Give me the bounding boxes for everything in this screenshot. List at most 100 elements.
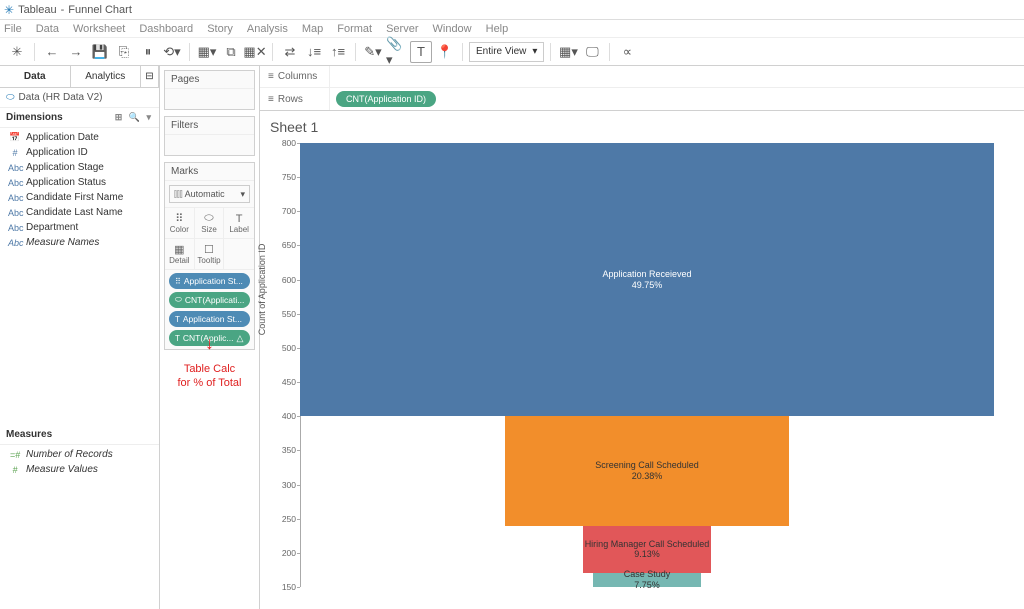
card-pane: Pages Filters Marks ⫿⫿⫿ Automatic▾ ⠿Colo… xyxy=(160,66,260,609)
marks-card: Marks ⫿⫿⫿ Automatic▾ ⠿Color ⬭Size TLabel… xyxy=(164,162,255,350)
dimension-field[interactable]: AbcMeasure Names xyxy=(0,235,159,250)
menu-help[interactable]: Help xyxy=(486,23,509,35)
dimension-field[interactable]: AbcCandidate First Name xyxy=(0,190,159,205)
filters-card[interactable]: Filters xyxy=(164,116,255,156)
y-tick: 200 xyxy=(272,548,296,558)
funnel-bar[interactable]: Screening Call Scheduled20.38% xyxy=(505,416,790,525)
funnel-bar[interactable]: Application Receieved49.75% xyxy=(300,143,994,416)
showme-button[interactable]: ▦▾ xyxy=(557,41,579,63)
y-tick: 750 xyxy=(272,172,296,182)
measure-field[interactable]: #Measure Values xyxy=(0,462,159,477)
y-tick: 650 xyxy=(272,240,296,250)
rows-shelf[interactable]: ≡Rows CNT(Application ID) xyxy=(260,88,1024,110)
mark-type-dropdown[interactable]: ⫿⫿⫿ Automatic▾ xyxy=(169,185,250,203)
datasource-label: Data (HR Data V2) xyxy=(19,92,103,103)
detail-shelf[interactable]: ▦Detail xyxy=(165,239,195,269)
viz-area: ≡Columns ≡Rows CNT(Application ID) Sheet… xyxy=(260,66,1024,609)
app-name: Tableau xyxy=(18,4,57,16)
dimension-field[interactable]: AbcCandidate Last Name xyxy=(0,205,159,220)
funnel-bar[interactable]: Case Study7.75% xyxy=(593,573,701,587)
chart: Count of Application ID 1502002503003504… xyxy=(260,143,1024,609)
presentation-button[interactable]: 🖵 xyxy=(581,41,603,63)
pages-card[interactable]: Pages xyxy=(164,70,255,110)
menu-story[interactable]: Story xyxy=(207,23,233,35)
titlebar: ✳ Tableau - Funnel Chart xyxy=(0,0,1024,20)
y-tick: 150 xyxy=(272,582,296,592)
y-tick: 400 xyxy=(272,411,296,421)
duplicate-button[interactable]: ⧉ xyxy=(220,41,242,63)
table-calc-annotation: ↓ Table Calc for % of Total xyxy=(164,362,255,391)
sort-desc-button[interactable]: ↑≡ xyxy=(327,41,349,63)
tableau-icon[interactable]: ✳ xyxy=(6,41,28,63)
menu-map[interactable]: Map xyxy=(302,23,323,35)
tab-analytics[interactable]: Analytics xyxy=(71,66,142,87)
measures-header: Measures xyxy=(0,425,159,445)
y-tick: 300 xyxy=(272,480,296,490)
fit-dropdown[interactable]: Entire View▾ xyxy=(469,42,544,62)
share-button[interactable]: ∝ xyxy=(616,41,638,63)
doc-name: Funnel Chart xyxy=(68,4,132,16)
rows-pill[interactable]: CNT(Application ID) xyxy=(336,91,436,107)
datasource-icon: ⬭ xyxy=(6,92,15,103)
menu-analysis[interactable]: Analysis xyxy=(247,23,288,35)
dimensions-list: 📅Application Date#Application IDAbcAppli… xyxy=(0,128,159,252)
mark-pill[interactable]: ⠿Application St... xyxy=(169,273,250,289)
y-tick: 600 xyxy=(272,275,296,285)
dimension-field[interactable]: AbcApplication Status xyxy=(0,175,159,190)
measure-field[interactable]: =#Number of Records xyxy=(0,447,159,462)
clear-button[interactable]: ▦✕ xyxy=(244,41,266,63)
y-tick: 450 xyxy=(272,377,296,387)
tooltip-shelf[interactable]: ☐Tooltip xyxy=(195,239,225,269)
sort-asc-button[interactable]: ↓≡ xyxy=(303,41,325,63)
back-button[interactable]: ← xyxy=(41,41,63,63)
refresh-button[interactable]: ⟲▾ xyxy=(161,41,183,63)
menu-format[interactable]: Format xyxy=(337,23,372,35)
y-tick: 550 xyxy=(272,309,296,319)
dimensions-header: Dimensions ⊞ 🔍 ▾ xyxy=(0,108,159,128)
pause-button[interactable]: ⏸ xyxy=(137,41,159,63)
group-button[interactable]: 📎▾ xyxy=(386,41,408,63)
funnel-bar[interactable]: Hiring Manager Call Scheduled9.13% xyxy=(583,526,711,574)
sheet-title[interactable]: Sheet 1 xyxy=(260,111,1024,143)
highlight-button[interactable]: ✎▾ xyxy=(362,41,384,63)
y-tick: 500 xyxy=(272,343,296,353)
size-shelf[interactable]: ⬭Size xyxy=(195,208,225,238)
pin-button[interactable]: 📍 xyxy=(434,41,456,63)
datasource[interactable]: ⬭ Data (HR Data V2) xyxy=(0,88,159,108)
menu-dashboard[interactable]: Dashboard xyxy=(139,23,193,35)
menubar: File Data Worksheet Dashboard Story Anal… xyxy=(0,20,1024,38)
mark-pill[interactable]: TApplication St... xyxy=(169,311,250,327)
save-button[interactable]: 💾 xyxy=(89,41,111,63)
forward-button[interactable]: → xyxy=(65,41,87,63)
label-toggle-button[interactable]: T xyxy=(410,41,432,63)
columns-shelf[interactable]: ≡Columns xyxy=(260,66,1024,88)
dimension-field[interactable]: 📅Application Date xyxy=(0,130,159,145)
mark-pill[interactable]: ⬭CNT(Applicati... xyxy=(169,292,250,308)
dimension-field[interactable]: AbcDepartment xyxy=(0,220,159,235)
menu-server[interactable]: Server xyxy=(386,23,418,35)
color-shelf[interactable]: ⠿Color xyxy=(165,208,195,238)
y-tick: 800 xyxy=(272,138,296,148)
tab-data[interactable]: Data xyxy=(0,66,71,87)
toolbar: ✳ ← → 💾 ⎘ ⏸ ⟲▾ ▦▾ ⧉ ▦✕ ⇄ ↓≡ ↑≡ ✎▾ 📎▾ T 📍… xyxy=(0,38,1024,66)
label-shelf[interactable]: TLabel xyxy=(224,208,254,238)
y-tick: 700 xyxy=(272,206,296,216)
shelves: ≡Columns ≡Rows CNT(Application ID) xyxy=(260,66,1024,111)
new-worksheet-button[interactable]: ▦▾ xyxy=(196,41,218,63)
menu-worksheet[interactable]: Worksheet xyxy=(73,23,125,35)
y-tick: 250 xyxy=(272,514,296,524)
y-tick: 350 xyxy=(272,445,296,455)
dimension-field[interactable]: #Application ID xyxy=(0,145,159,160)
menu-data[interactable]: Data xyxy=(36,23,59,35)
swap-button[interactable]: ⇄ xyxy=(279,41,301,63)
menu-window[interactable]: Window xyxy=(433,23,472,35)
dimension-field[interactable]: AbcApplication Stage xyxy=(0,160,159,175)
plot-area[interactable]: 1502002503003504004505005506006507007508… xyxy=(300,143,994,587)
data-pane: Data Analytics ⊟ ⬭ Data (HR Data V2) Dim… xyxy=(0,66,160,609)
y-axis-label: Count of Application ID xyxy=(257,244,267,336)
arrow-icon: ↓ xyxy=(205,332,214,355)
tab-collapse[interactable]: ⊟ xyxy=(141,66,159,87)
new-datasource-button[interactable]: ⎘ xyxy=(113,41,135,63)
menu-file[interactable]: File xyxy=(4,23,22,35)
measures-list: =#Number of Records#Measure Values xyxy=(0,445,159,479)
